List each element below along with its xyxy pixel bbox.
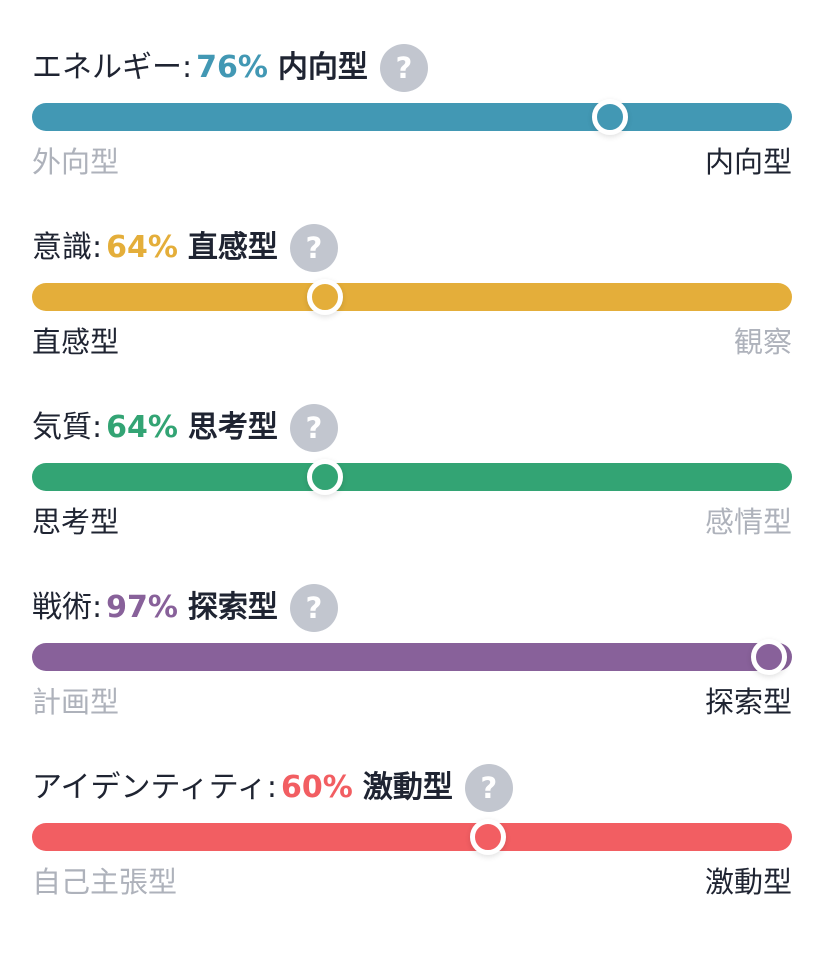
trait-name: アイデンティティ: — [32, 770, 278, 805]
trait-right-pole: 感情型 — [704, 505, 792, 539]
trait-result: 思考型 — [187, 410, 278, 445]
trait-right-pole: 内向型 — [704, 145, 792, 179]
trait-result: 激動型 — [362, 770, 453, 805]
trait-slider-knob[interactable] — [591, 99, 628, 135]
trait-left-pole: 外向型 — [32, 145, 120, 179]
trait-header: 意識: 64% 直感型 ? — [32, 224, 338, 272]
help-icon[interactable]: ? — [289, 224, 338, 272]
trait-result: 内向型 — [277, 50, 368, 85]
trait-right-pole: 観察 — [733, 325, 792, 359]
trait-slider-track[interactable] — [32, 459, 792, 495]
trait-slider-knob[interactable] — [751, 639, 788, 675]
help-icon[interactable]: ? — [289, 584, 338, 632]
help-icon[interactable]: ? — [379, 44, 428, 92]
help-icon[interactable]: ? — [289, 404, 338, 452]
help-icon[interactable]: ? — [464, 764, 513, 812]
trait-header: アイデンティティ: 60% 激動型 ? — [32, 764, 513, 812]
trait-tactics: 戦術: 97% 探索型 ? 計画型 探索型 — [32, 584, 792, 724]
trait-left-pole: 思考型 — [32, 505, 120, 539]
trait-percent: 64% — [106, 230, 178, 265]
trait-name: 気質: — [32, 410, 103, 445]
trait-right-pole: 激動型 — [704, 865, 792, 899]
trait-name: 意識: — [32, 230, 103, 265]
trait-nature: 気質: 64% 思考型 ? 思考型 感情型 — [32, 404, 792, 544]
trait-percent: 60% — [281, 770, 353, 805]
trait-header: エネルギー: 76% 内向型 ? — [32, 44, 428, 92]
trait-slider-track[interactable] — [32, 639, 792, 675]
trait-header: 気質: 64% 思考型 ? — [32, 404, 338, 452]
trait-identity: アイデンティティ: 60% 激動型 ? 自己主張型 激動型 — [32, 764, 792, 904]
trait-name: エネルギー: — [32, 50, 193, 85]
trait-slider-knob[interactable] — [470, 819, 506, 855]
trait-slider-track[interactable] — [32, 99, 792, 135]
trait-percent: 97% — [106, 590, 178, 625]
trait-percent: 64% — [106, 410, 178, 445]
trait-right-pole: 探索型 — [704, 685, 792, 719]
trait-left-pole: 計画型 — [32, 685, 120, 719]
trait-percent: 76% — [196, 50, 268, 85]
trait-slider-track[interactable] — [32, 279, 792, 315]
trait-energy: エネルギー: 76% 内向型 ? 外向型 内向型 — [32, 44, 792, 184]
trait-header: 戦術: 97% 探索型 ? — [32, 584, 338, 632]
trait-left-pole: 直感型 — [32, 325, 120, 359]
trait-left-pole: 自己主張型 — [32, 865, 178, 899]
trait-slider-knob[interactable] — [306, 459, 343, 495]
trait-result: 直感型 — [187, 230, 278, 265]
trait-mind: 意識: 64% 直感型 ? 直感型 観察 — [32, 224, 792, 364]
trait-slider-track[interactable] — [32, 819, 792, 855]
trait-result: 探索型 — [187, 590, 278, 625]
trait-slider-knob[interactable] — [306, 279, 343, 315]
trait-name: 戦術: — [32, 590, 103, 625]
